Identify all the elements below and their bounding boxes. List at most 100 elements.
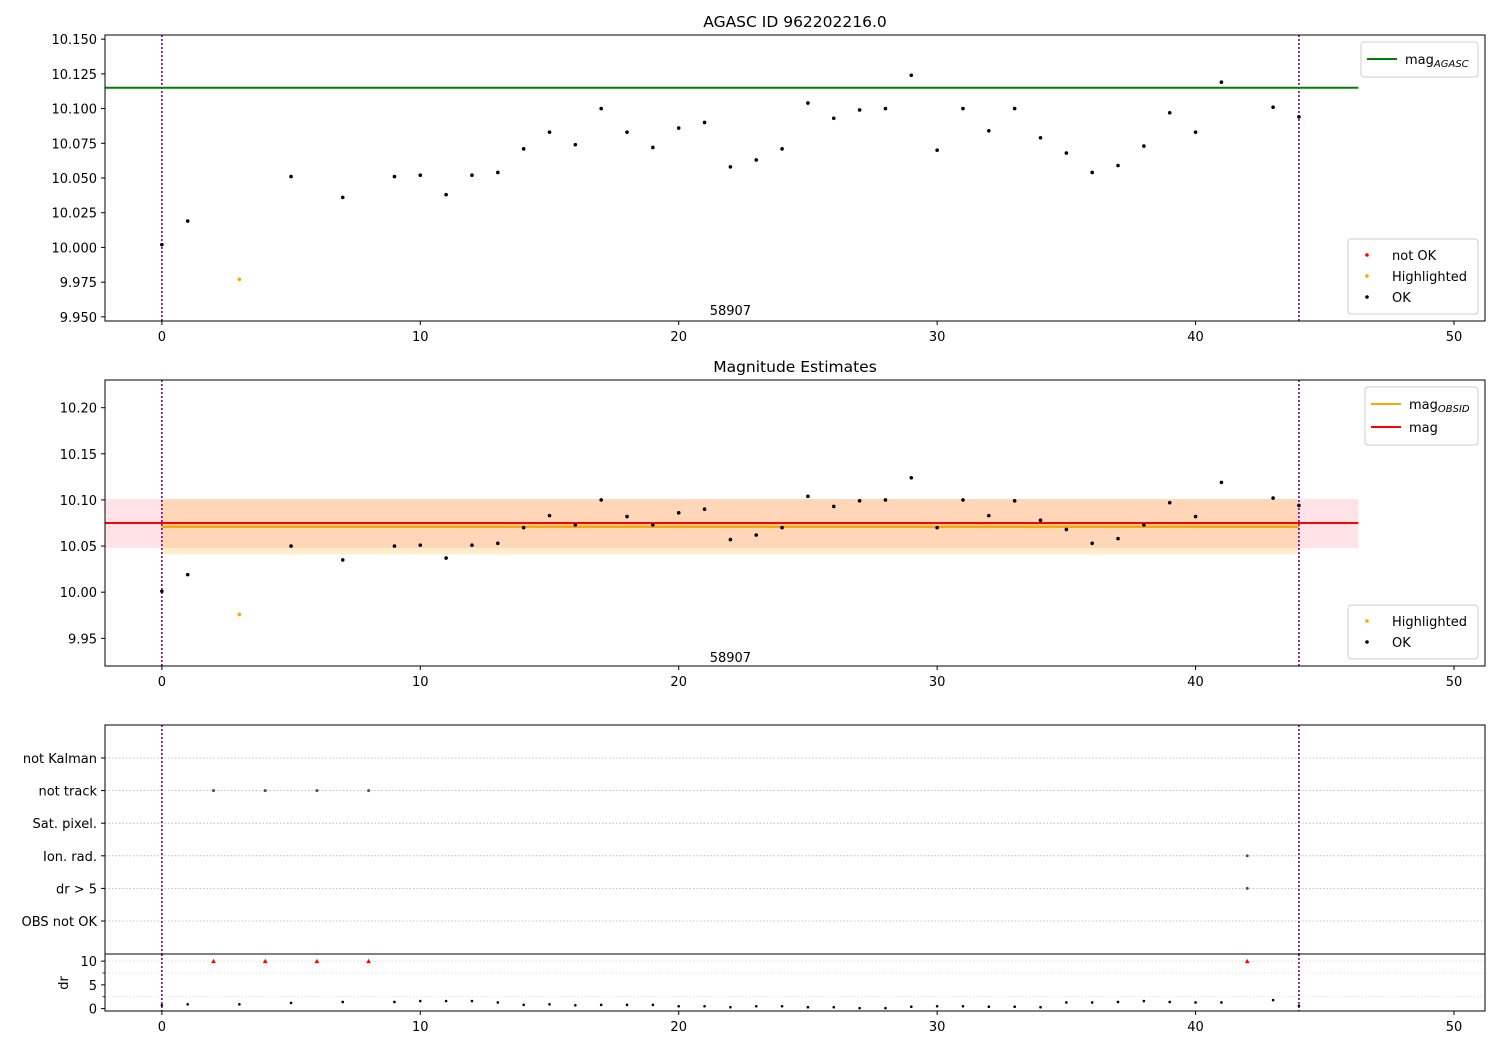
magnitude-estimates-panel: Magnitude Estimates 58907 9.95 10.00 10.05… (60, 358, 1486, 690)
y-tick-label: 0 (89, 1003, 97, 1018)
data-point (289, 174, 293, 179)
dr-point (651, 1003, 655, 1007)
dr-point (1039, 1005, 1042, 1009)
data-point (496, 541, 500, 546)
data-point (444, 556, 448, 560)
estimates-time-annotation: 58907 (710, 651, 751, 666)
data-point (857, 108, 862, 112)
legend-label: Highlighted (1392, 615, 1467, 630)
data-point (1116, 536, 1120, 541)
y-tick-label: 10.20 (60, 402, 97, 417)
data-point (1297, 503, 1301, 508)
x-tick-label: 20 (670, 330, 687, 345)
data-point (1090, 170, 1094, 175)
data-point (651, 145, 655, 150)
y-tick-label: 10.125 (52, 68, 98, 83)
legend-marker (1365, 253, 1369, 257)
data-point (909, 73, 914, 78)
data-point (547, 513, 552, 518)
dr-point (1065, 1001, 1068, 1004)
dr-point (729, 1005, 732, 1009)
x-tick-label: 30 (929, 675, 946, 690)
flag-row-label: not Kalman (23, 752, 97, 767)
data-point (1167, 110, 1172, 115)
data-point (883, 106, 888, 111)
data-point (754, 158, 759, 162)
data-point (418, 543, 423, 547)
legend-box (1360, 41, 1479, 78)
data-point (987, 128, 991, 133)
flag-row-label: dr > 5 (56, 882, 97, 897)
data-point (806, 101, 810, 105)
legend-box (1364, 386, 1479, 446)
y-tick-label: 10.150 (52, 33, 98, 48)
data-point (470, 543, 474, 547)
dr-point (1271, 998, 1275, 1002)
dr-point (780, 1004, 784, 1008)
data-point (1219, 480, 1224, 485)
x-tick-label: 40 (1187, 1020, 1204, 1035)
dr-point (574, 1004, 577, 1007)
data-point (1142, 523, 1146, 527)
flag-marker (263, 789, 267, 793)
legend-marker (1365, 274, 1369, 278)
dr-point (832, 1005, 836, 1009)
dr-point (444, 999, 448, 1003)
dr-outlier-marker (1244, 958, 1250, 964)
dr-point (160, 1004, 164, 1007)
agasc-point-legend: not OK Highlighted OK (1347, 238, 1479, 315)
flag-marker (367, 789, 371, 793)
dr-point (1194, 1001, 1197, 1004)
data-point (728, 165, 733, 169)
dr-point (496, 1001, 500, 1004)
y-tick-label: 9.950 (60, 311, 97, 326)
y-tick-label: 10.025 (52, 207, 98, 222)
y-tick-label: 10 (80, 955, 97, 970)
dr-point (677, 1004, 681, 1008)
data-point (625, 130, 629, 134)
flags-panel: not Kalman not track Sat. pixel. Ion. rad. d… (22, 725, 1485, 954)
estimates-axes-frame (104, 379, 1486, 667)
dr-point (1168, 1000, 1172, 1004)
data-point (599, 106, 603, 111)
data-point (1090, 541, 1094, 546)
data-point (237, 277, 242, 282)
dr-point (703, 1004, 706, 1008)
data-point (961, 498, 965, 502)
data-point (1271, 496, 1275, 500)
y-tick-label: 10.075 (52, 137, 98, 152)
data-point (599, 498, 603, 502)
y-tick-label: 10.10 (60, 494, 97, 509)
data-point (444, 192, 448, 197)
estimates-point-legend: Highlighted OK (1347, 604, 1479, 660)
dr-point (754, 1004, 758, 1008)
dr-point (1297, 1004, 1301, 1008)
legend-label: Highlighted (1392, 270, 1467, 285)
legend-box (1347, 604, 1479, 660)
legend-marker (1365, 619, 1369, 623)
x-tick-label: 30 (929, 330, 946, 345)
dr-point (909, 1005, 913, 1009)
flag-marker (212, 789, 216, 793)
y-tick-label: 5 (89, 979, 97, 994)
data-point (625, 514, 629, 519)
flag-marker (1245, 886, 1249, 890)
agasc-time-annotation: 58907 (710, 304, 751, 319)
data-point (702, 507, 707, 511)
dr-point (548, 1003, 551, 1006)
estimates-title: Magnitude Estimates (713, 358, 877, 376)
dr-point (1090, 1001, 1094, 1004)
data-point (496, 170, 500, 175)
data-point (1167, 500, 1172, 505)
flags-axes-frame (104, 724, 1486, 1012)
legend-label: not OK (1392, 249, 1437, 264)
data-point (754, 533, 759, 537)
data-point (470, 173, 474, 178)
dr-point (1142, 999, 1146, 1003)
data-point (806, 494, 810, 499)
data-point (1297, 115, 1301, 119)
dr-point (1220, 1001, 1223, 1004)
x-tick-label: 50 (1446, 675, 1463, 690)
data-point (160, 589, 164, 594)
